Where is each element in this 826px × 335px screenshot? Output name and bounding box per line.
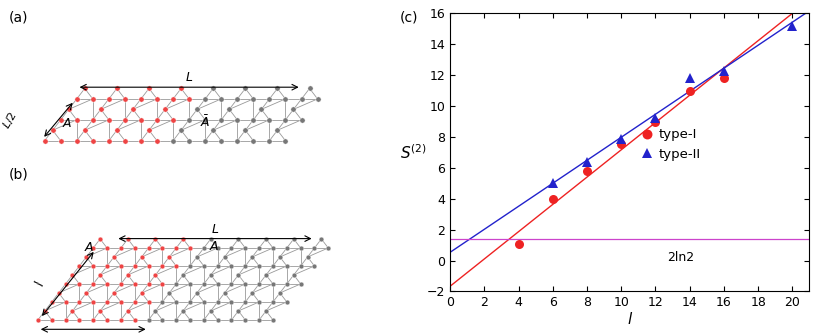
Text: A: A [63, 117, 71, 130]
type-I [514, 242, 524, 246]
type-II [616, 137, 626, 141]
Text: $L$: $L$ [185, 71, 193, 84]
type-I [548, 197, 558, 201]
type-I [719, 76, 729, 80]
Text: $L/2$: $L/2$ [0, 109, 20, 131]
Text: (c): (c) [400, 11, 418, 24]
X-axis label: l: l [628, 312, 632, 327]
type-I [685, 89, 695, 93]
Y-axis label: $S^{(2)}$: $S^{(2)}$ [400, 143, 426, 162]
type-II [582, 160, 592, 164]
type-II [548, 181, 558, 185]
Text: $\leftarrow L/2\rightarrow$: $\leftarrow L/2\rightarrow$ [73, 333, 113, 335]
Text: $L$: $L$ [211, 223, 219, 236]
Text: $\bar{A}$: $\bar{A}$ [209, 239, 219, 254]
type-II [651, 117, 661, 121]
Line: type-II: type-II [548, 21, 797, 188]
type-II [787, 24, 797, 28]
Text: 2ln2: 2ln2 [667, 252, 695, 265]
type-I [651, 120, 661, 124]
Legend: type-I, type-II: type-I, type-II [636, 123, 706, 166]
Text: A: A [85, 241, 93, 254]
Text: (b): (b) [9, 168, 29, 182]
type-II [719, 69, 729, 73]
Text: (a): (a) [9, 10, 28, 24]
type-I [582, 169, 592, 173]
Text: $\bar{A}$: $\bar{A}$ [200, 115, 211, 130]
type-II [685, 75, 695, 79]
type-I [616, 142, 626, 146]
Text: $l$: $l$ [33, 279, 48, 289]
Line: type-I: type-I [514, 74, 729, 249]
